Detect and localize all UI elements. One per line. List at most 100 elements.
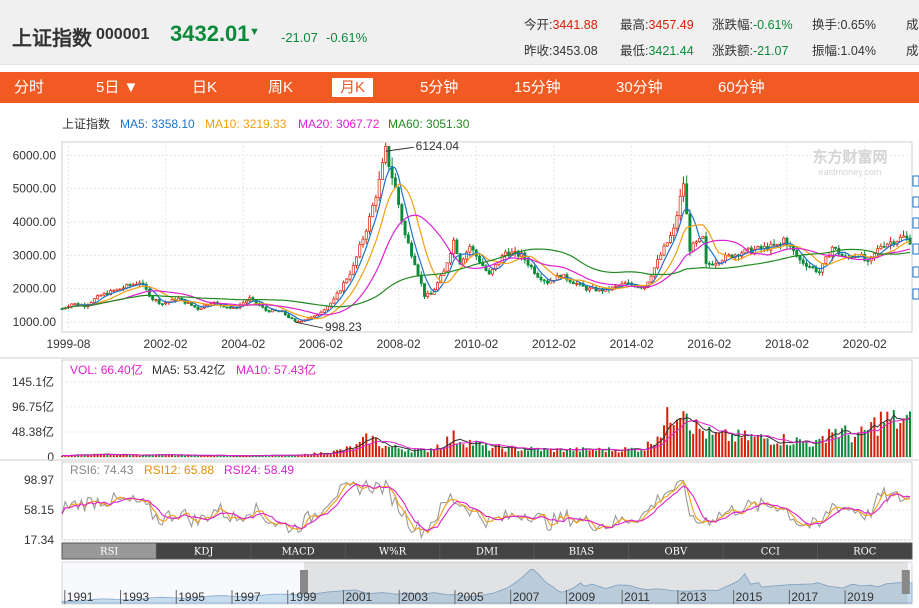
candle-body — [228, 306, 232, 309]
candle-body — [225, 306, 229, 309]
indicator-tab[interactable] — [817, 542, 913, 560]
candle-body — [672, 227, 676, 236]
annotation-high: 6124.04 — [416, 139, 460, 153]
candle-body — [445, 262, 449, 272]
volume-bar — [523, 448, 526, 457]
volume-bar — [572, 451, 575, 457]
tab-1[interactable]: 5日 ▼ — [96, 79, 139, 96]
volume-bar — [219, 455, 222, 457]
candle-body — [902, 235, 905, 238]
volume-bar — [708, 426, 711, 457]
tab-4[interactable]: 月K — [332, 78, 374, 97]
volume-bar — [552, 452, 555, 457]
tab-6[interactable]: 15分钟 — [514, 79, 561, 96]
tab-3[interactable]: 周K — [268, 79, 294, 96]
volume-bar — [339, 449, 342, 457]
volume-bar — [730, 434, 733, 457]
tab-0[interactable]: 分时 — [14, 79, 45, 96]
candle-body — [196, 306, 200, 310]
tab-7[interactable]: 30分钟 — [616, 79, 663, 96]
candle-body — [533, 266, 536, 274]
vol-ma10-line — [61, 416, 911, 457]
stat-item: 振幅:1.04% — [812, 40, 876, 59]
price-y-tick: 5000.00 — [13, 182, 57, 196]
rsi-legend: RSI6: 74.43 — [70, 463, 134, 477]
timeline-year: 1995 — [178, 590, 205, 604]
volume-bar — [659, 437, 662, 457]
candle-body — [245, 300, 248, 304]
candle-body — [355, 256, 358, 266]
volume-bar — [889, 419, 892, 457]
candle-body — [746, 247, 750, 250]
volume-bar — [611, 451, 614, 457]
candle-body — [678, 195, 682, 217]
volume-bar — [306, 455, 309, 457]
timeline-year: 2017 — [791, 590, 818, 604]
volume-bar — [128, 455, 131, 457]
candle-body — [377, 179, 381, 199]
candle-body — [546, 280, 549, 284]
timeline-year: 2009 — [568, 590, 595, 604]
price-x-tick: 2008-02 — [377, 337, 421, 351]
volume-bar — [828, 429, 831, 457]
volume-bar — [779, 445, 782, 457]
volume-bar — [821, 436, 824, 457]
ma-legend: MA5: 3358.10 — [120, 117, 195, 131]
volume-bar — [404, 451, 407, 457]
price-plot-frame — [61, 141, 913, 333]
volume-bar — [540, 451, 543, 457]
volume-bar — [193, 455, 196, 457]
volume-bar — [688, 430, 691, 457]
stock-chart[interactable]: 1000.00 2000.00 3000.00 4000.00 5000.00 6000.… — [0, 108, 919, 608]
price-x-tick: 2006-02 — [299, 337, 343, 351]
price-y-tick: 4000.00 — [13, 215, 57, 229]
volume-bar — [64, 455, 67, 457]
candle-body — [872, 253, 876, 258]
candle-body — [801, 259, 805, 264]
volume-bar — [892, 410, 895, 457]
rsi-y-tick: 17.34 — [24, 533, 54, 547]
volume-bar — [672, 425, 675, 457]
ma-legend-value: 3067.72 — [336, 117, 380, 131]
timeline-right-handle[interactable] — [901, 570, 910, 594]
candle-body — [374, 197, 378, 206]
volume-bar — [497, 444, 500, 457]
down-arrow-icon: ▼ — [249, 26, 260, 38]
volume-bar — [407, 449, 410, 457]
volume-bar — [743, 430, 746, 457]
volume-bar — [663, 425, 666, 457]
volume-bar — [792, 444, 795, 457]
volume-bar — [485, 442, 487, 457]
ma-legend-value: 3358.10 — [151, 117, 195, 131]
candle-body — [652, 267, 656, 277]
volume-bar — [73, 455, 76, 457]
timeline-left-handle[interactable] — [299, 570, 308, 594]
side-marker — [912, 175, 919, 187]
volume-bar — [510, 445, 513, 457]
candle-body — [267, 310, 271, 313]
tab-2[interactable]: 日K — [192, 79, 218, 96]
candle-body — [711, 263, 715, 266]
volume-bar — [507, 445, 510, 457]
candle-body — [623, 282, 627, 285]
tab-8[interactable]: 60分钟 — [718, 79, 765, 96]
volume-bar — [374, 437, 377, 457]
timeline-year: 1993 — [123, 590, 150, 604]
tab-5[interactable]: 5分钟 — [420, 79, 459, 96]
volume-bar — [180, 454, 183, 457]
candle-body — [416, 264, 420, 276]
candle-body — [160, 303, 164, 305]
volume-bar — [617, 452, 620, 457]
volume-bar — [844, 425, 847, 457]
stat-label-cut: 成 — [906, 44, 919, 58]
volume-bar — [235, 455, 238, 457]
rsi6-line — [61, 479, 911, 540]
volume-legend: MA5: 53.42亿 — [152, 362, 225, 377]
volume-bar — [857, 433, 860, 457]
volume-bar — [834, 428, 837, 457]
candle-body — [287, 314, 291, 318]
volume-bar — [514, 446, 517, 457]
volume-bar — [190, 454, 193, 457]
volume-bar — [442, 447, 445, 457]
rsi-legend-name: RSI12: — [144, 463, 184, 477]
